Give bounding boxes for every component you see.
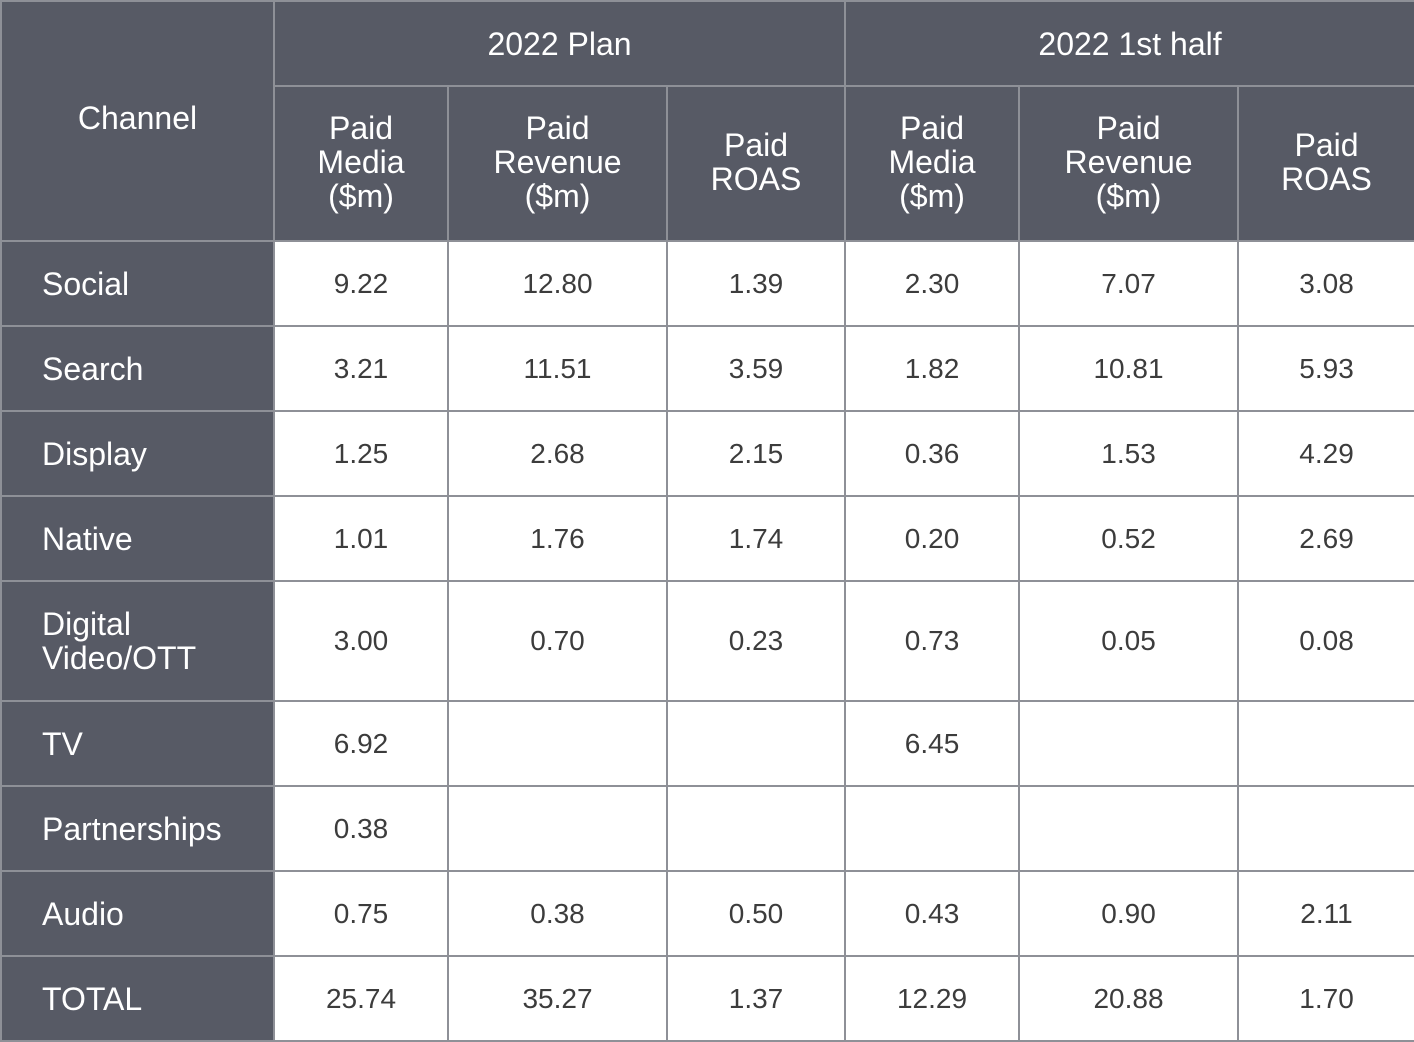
table-row-total: TOTAL 25.74 35.27 1.37 12.29 20.88 1.70 xyxy=(0,955,1414,1042)
table-cell: 2.15 xyxy=(665,410,847,497)
table-cell: 0.50 xyxy=(665,870,847,957)
table-cell xyxy=(665,785,847,872)
table-cell xyxy=(1018,785,1240,872)
table-cell: 12.80 xyxy=(447,240,668,327)
table-cell xyxy=(447,700,668,787)
table-cell: 0.38 xyxy=(447,870,668,957)
table-row: Search 3.21 11.51 3.59 1.82 10.81 5.93 xyxy=(0,325,1414,412)
table-cell xyxy=(844,785,1021,872)
table-cell xyxy=(665,700,847,787)
table-cell: 20.88 xyxy=(1018,955,1240,1042)
table-cell: 1.74 xyxy=(665,495,847,582)
table-cell: 11.51 xyxy=(447,325,668,412)
row-label: Search xyxy=(0,325,275,412)
channel-column-header: Channel xyxy=(0,0,275,242)
row-label: Display xyxy=(0,410,275,497)
row-label: Social xyxy=(0,240,275,327)
table-cell: 0.23 xyxy=(665,580,847,702)
table-cell: 2.30 xyxy=(844,240,1021,327)
subcolumn-header: Paid Media ($m) xyxy=(844,85,1021,242)
table-cell: 3.59 xyxy=(665,325,847,412)
table-row: Audio 0.75 0.38 0.50 0.43 0.90 2.11 xyxy=(0,870,1414,957)
table-cell: 1.70 xyxy=(1237,955,1414,1042)
row-label: Audio xyxy=(0,870,275,957)
table-cell: 2.68 xyxy=(447,410,668,497)
table-cell: 0.52 xyxy=(1018,495,1240,582)
subcolumn-header: Paid ROAS xyxy=(1237,85,1414,242)
table-cell: 0.08 xyxy=(1237,580,1414,702)
table-cell: 1.82 xyxy=(844,325,1021,412)
table-cell xyxy=(1018,700,1240,787)
table-cell: 6.92 xyxy=(273,700,449,787)
table-cell: 1.01 xyxy=(273,495,449,582)
table-row: Native 1.01 1.76 1.74 0.20 0.52 2.69 xyxy=(0,495,1414,582)
table-cell: 10.81 xyxy=(1018,325,1240,412)
table-cell: 3.00 xyxy=(273,580,449,702)
table-cell: 5.93 xyxy=(1237,325,1414,412)
table-cell: 7.07 xyxy=(1018,240,1240,327)
table-cell: 12.29 xyxy=(844,955,1021,1042)
table-body: Social 9.22 12.80 1.39 2.30 7.07 3.08 Se… xyxy=(0,240,1414,1042)
table-cell: 1.53 xyxy=(1018,410,1240,497)
group-header-first-half: 2022 1st half xyxy=(844,0,1414,87)
table-cell: 0.73 xyxy=(844,580,1021,702)
table-cell: 2.11 xyxy=(1237,870,1414,957)
table-cell: 3.21 xyxy=(273,325,449,412)
table-cell: 0.70 xyxy=(447,580,668,702)
table-cell: 4.29 xyxy=(1237,410,1414,497)
row-label: TV xyxy=(0,700,275,787)
subcolumn-header: Paid Revenue ($m) xyxy=(447,85,668,242)
table-cell: 1.76 xyxy=(447,495,668,582)
table-row: Display 1.25 2.68 2.15 0.36 1.53 4.29 xyxy=(0,410,1414,497)
table-row: Social 9.22 12.80 1.39 2.30 7.07 3.08 xyxy=(0,240,1414,327)
row-label: Native xyxy=(0,495,275,582)
table-row: Partnerships 0.38 xyxy=(0,785,1414,872)
table-cell xyxy=(1237,785,1414,872)
table-cell: 0.90 xyxy=(1018,870,1240,957)
table-cell: 0.05 xyxy=(1018,580,1240,702)
table-header: Channel 2022 Plan 2022 1st half Paid Medi… xyxy=(0,0,1414,242)
group-header-plan: 2022 Plan xyxy=(272,0,847,87)
table-cell: 0.43 xyxy=(844,870,1021,957)
table-cell: 0.38 xyxy=(273,785,449,872)
table-row: Digital Video/OTT 3.00 0.70 0.23 0.73 0.0… xyxy=(0,580,1414,702)
table-cell: 6.45 xyxy=(844,700,1021,787)
table-cell: 2.69 xyxy=(1237,495,1414,582)
table-cell: 0.36 xyxy=(844,410,1021,497)
subcolumn-header: Paid ROAS xyxy=(665,85,847,242)
table-cell xyxy=(1237,700,1414,787)
table-cell: 35.27 xyxy=(447,955,668,1042)
table-row: TV 6.92 6.45 xyxy=(0,700,1414,787)
row-label: Digital Video/OTT xyxy=(0,580,275,702)
subcolumn-header: Paid Revenue ($m) xyxy=(1018,85,1240,242)
table-cell: 25.74 xyxy=(273,955,449,1042)
table-cell: 1.37 xyxy=(665,955,847,1042)
subcolumn-header: Paid Media ($m) xyxy=(273,85,449,242)
row-label: Partnerships xyxy=(0,785,275,872)
table-cell: 3.08 xyxy=(1237,240,1414,327)
row-label: TOTAL xyxy=(0,955,275,1042)
table-cell: 0.75 xyxy=(273,870,449,957)
table-cell: 1.25 xyxy=(273,410,449,497)
table-cell: 9.22 xyxy=(273,240,449,327)
table-cell xyxy=(447,785,668,872)
table-cell: 0.20 xyxy=(844,495,1021,582)
table-cell: 1.39 xyxy=(665,240,847,327)
